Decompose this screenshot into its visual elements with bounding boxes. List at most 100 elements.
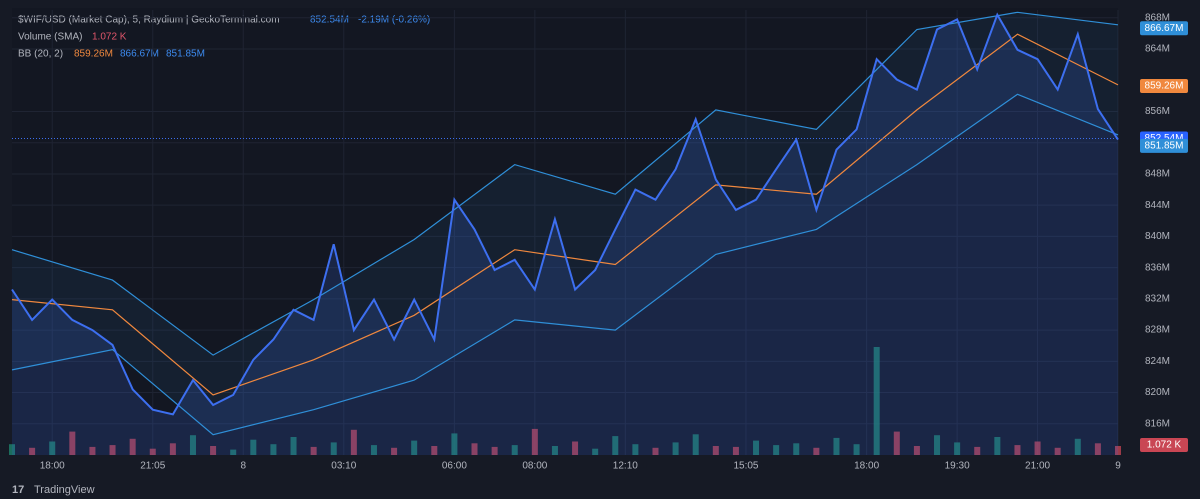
volume-bar xyxy=(833,437,840,455)
volume-bar xyxy=(9,444,15,455)
chart-title: $WIF/USD (Market Cap), 5, Raydium | Geck… xyxy=(18,15,280,26)
x-tick-label: 19:30 xyxy=(945,461,970,472)
volume-bar xyxy=(1074,438,1081,455)
bb-mid-value: 859.26M xyxy=(74,49,113,60)
volume-bar xyxy=(612,436,619,455)
price-tag-label: 859.26M xyxy=(1145,81,1184,92)
volume-bar xyxy=(189,435,196,455)
y-tick-label: 820M xyxy=(1145,387,1170,398)
bb-upper-value: 866.67M xyxy=(120,49,159,60)
volume-bar xyxy=(149,448,156,455)
volume-bar xyxy=(411,440,418,455)
volume-bar xyxy=(330,442,337,455)
volume-legend: Volume (SMA) xyxy=(18,32,82,43)
volume-bar xyxy=(451,433,458,455)
volume-bar xyxy=(491,446,498,455)
price-tag xyxy=(1140,138,1188,153)
volume-bar xyxy=(913,446,920,455)
bb-fill xyxy=(12,12,1118,435)
volume-bar xyxy=(290,437,297,455)
bb-lower-value: 851.85M xyxy=(166,49,205,60)
volume-bar xyxy=(994,437,1001,455)
volume-bar xyxy=(370,445,377,455)
volume-bar xyxy=(169,443,176,455)
volume-bar xyxy=(531,428,538,455)
volume-bar xyxy=(551,446,558,455)
y-tick-label: 856M xyxy=(1145,106,1170,117)
x-tick-label: 21:00 xyxy=(1025,461,1050,472)
y-tick-label: 816M xyxy=(1145,418,1170,429)
volume-bar xyxy=(109,445,116,455)
y-tick-label: 848M xyxy=(1145,169,1170,180)
price-tag xyxy=(1140,21,1188,36)
y-tick-label: 824M xyxy=(1145,356,1170,367)
volume-bar xyxy=(954,442,961,455)
volume-bar xyxy=(672,442,679,455)
volume-bar xyxy=(853,444,860,455)
volume-bar xyxy=(893,431,900,455)
x-tick-label: 18:00 xyxy=(40,461,65,472)
volume-bar xyxy=(753,440,760,455)
bb-line xyxy=(11,11,1119,356)
volume-bar xyxy=(69,431,76,455)
volume-tag-label: 1.072 K xyxy=(1147,440,1182,451)
volume-bar xyxy=(572,441,579,455)
y-tick-label: 828M xyxy=(1145,325,1170,336)
volume-bar xyxy=(712,446,719,455)
volume-bar xyxy=(1115,446,1121,455)
volume-bar xyxy=(652,447,659,455)
volume-bar xyxy=(431,446,438,455)
volume-bar xyxy=(391,447,398,455)
volume-bar xyxy=(632,444,639,455)
volume-bar xyxy=(732,446,739,455)
volume-bar xyxy=(250,439,257,455)
volume-bar xyxy=(270,444,277,455)
volume-bar xyxy=(1034,441,1041,455)
grid xyxy=(12,10,1119,455)
price-line xyxy=(11,12,1119,416)
volume-bar xyxy=(773,445,780,455)
volume-bar xyxy=(974,446,981,455)
x-tick-label: 08:00 xyxy=(522,461,547,472)
volume-bar xyxy=(49,441,56,455)
price-area xyxy=(12,14,1118,455)
price-tag-label: 866.67M xyxy=(1145,23,1184,34)
bb-line xyxy=(11,93,1119,436)
volume-bar xyxy=(1014,445,1021,455)
x-tick-label: 15:05 xyxy=(733,461,758,472)
y-tick-label: 868M xyxy=(1145,12,1170,23)
volume-bar xyxy=(592,448,599,455)
footer: TradingView xyxy=(34,484,95,496)
x-tick-label: 18:00 xyxy=(854,461,879,472)
x-tick-label: 12:10 xyxy=(613,461,638,472)
logo: 17 xyxy=(12,484,24,496)
volume-bar xyxy=(471,443,478,455)
y-tick-label: 864M xyxy=(1145,44,1170,55)
y-tick-label: 832M xyxy=(1145,294,1170,305)
y-tick-label: 836M xyxy=(1145,262,1170,273)
x-tick-label: 06:00 xyxy=(442,461,467,472)
price-change: -2.19M (-0.26%) xyxy=(358,15,430,26)
x-tick-label: 9 xyxy=(1115,461,1121,472)
volume-bar xyxy=(873,347,880,455)
y-tick-label: 840M xyxy=(1145,231,1170,242)
x-tick-label: 03:10 xyxy=(331,461,356,472)
y-tick-label: 844M xyxy=(1145,200,1170,211)
price-tag-label: 852.54M xyxy=(1145,133,1184,144)
last-price: 852.54M xyxy=(310,15,349,26)
volume-bar xyxy=(793,443,800,455)
volume-bar xyxy=(511,445,518,455)
volume-bar xyxy=(1094,443,1101,455)
x-tick-label: 8 xyxy=(240,461,246,472)
volume-bar xyxy=(1054,447,1061,455)
volume-bar xyxy=(310,446,317,455)
volume-bar xyxy=(813,447,820,455)
volume-bar xyxy=(210,446,217,455)
volume-bar xyxy=(129,438,136,455)
volume-bar xyxy=(692,434,699,455)
volume-bar xyxy=(89,446,96,455)
volume-bar xyxy=(29,447,36,455)
bb-legend: BB (20, 2) xyxy=(18,49,63,60)
volume-tag xyxy=(1140,438,1188,452)
